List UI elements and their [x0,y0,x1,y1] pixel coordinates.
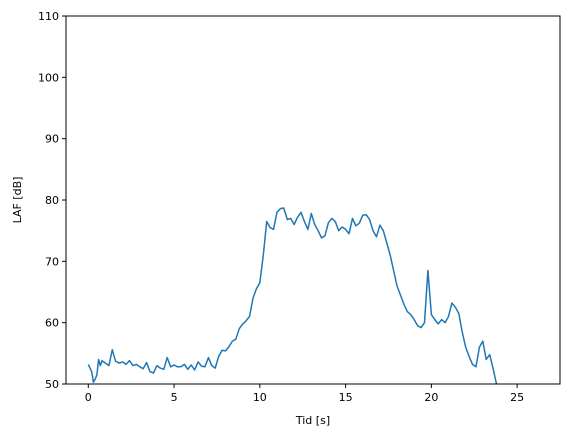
y-tick-label: 50 [45,378,59,391]
series-line [87,207,498,384]
x-tick-label: 25 [510,391,524,404]
x-tick-label: 15 [339,391,353,404]
y-tick-label: 110 [38,10,59,23]
y-tick-label: 100 [38,71,59,84]
y-axis-label: LAF [dB] [11,177,24,224]
x-axis-ticks: 0 5 10 15 20 25 [85,384,524,404]
y-tick-label: 60 [45,317,59,330]
y-tick-label: 90 [45,133,59,146]
x-tick-label: 5 [171,391,178,404]
y-tick-label: 80 [45,194,59,207]
series-layer [87,207,498,384]
x-axis-label: Tid [s] [295,414,330,427]
x-tick-label: 0 [85,391,92,404]
y-tick-label: 70 [45,255,59,268]
y-axis-ticks: 50 60 70 80 90 100 110 [38,10,66,391]
x-tick-label: 10 [253,391,267,404]
x-tick-label: 20 [424,391,438,404]
